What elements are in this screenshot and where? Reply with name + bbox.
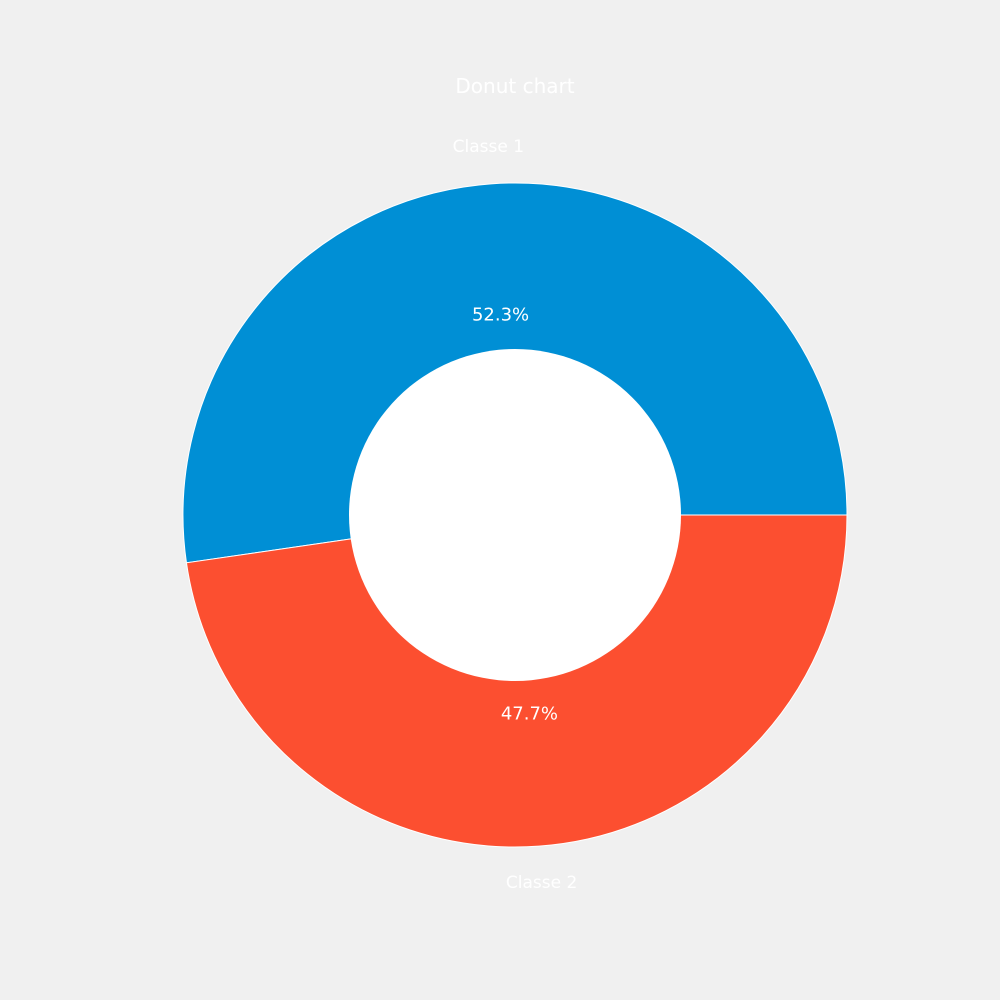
category-label-2: Classe 2 bbox=[506, 873, 577, 893]
percent-label-2: 47.7% bbox=[501, 703, 558, 724]
category-label-1: Classe 1 bbox=[453, 137, 524, 157]
percent-label-1: 52.3% bbox=[472, 305, 529, 326]
labels-group: 52.3% Classe 1 47.7% Classe 2 bbox=[453, 137, 578, 893]
chart-title: Donut chart bbox=[455, 74, 574, 98]
donut-center bbox=[349, 349, 681, 681]
